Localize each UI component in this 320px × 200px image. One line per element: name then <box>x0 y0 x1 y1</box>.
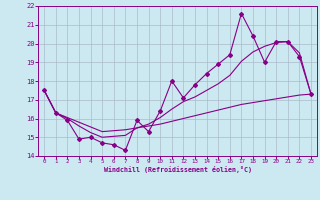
X-axis label: Windchill (Refroidissement éolien,°C): Windchill (Refroidissement éolien,°C) <box>104 166 252 173</box>
